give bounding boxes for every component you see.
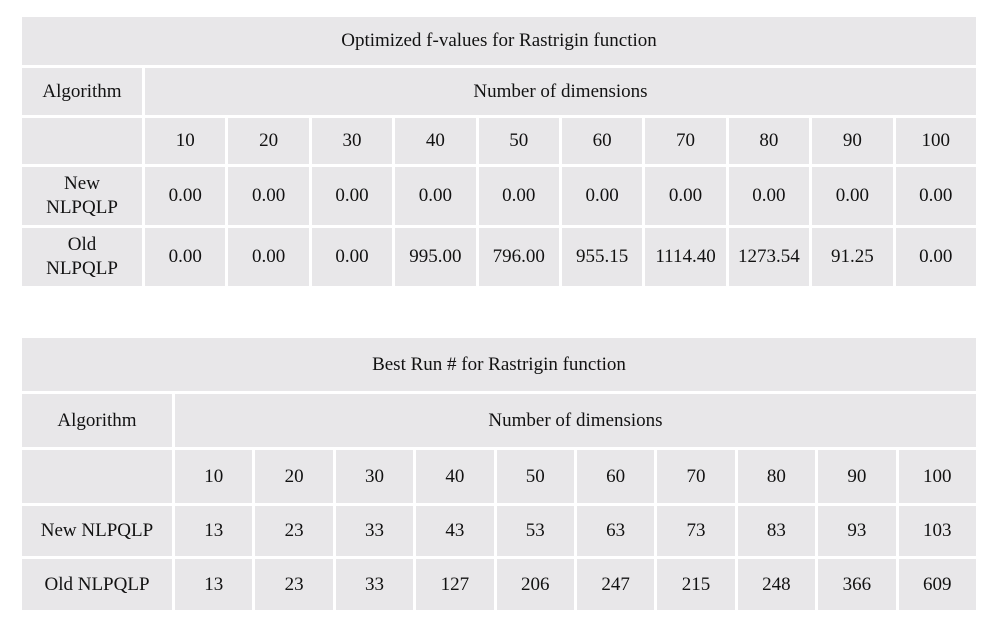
value-cell: 215 xyxy=(657,559,735,610)
dimension-col-header: 10 xyxy=(145,118,226,164)
value-cell: 43 xyxy=(416,506,494,556)
value-cell: 0.00 xyxy=(561,167,643,225)
dimension-col-header: 90 xyxy=(818,450,896,503)
value-cell: 91.25 xyxy=(812,228,893,286)
value-cell: 955.15 xyxy=(561,228,643,286)
dimension-col-header: 40 xyxy=(395,118,476,164)
dimension-col-header: 40 xyxy=(416,450,494,503)
dimension-col-header: 60 xyxy=(576,450,655,503)
dimension-col-header: 80 xyxy=(728,118,810,164)
table-row: Old NLPQLP 0.00 0.00 0.00 995.00 796.00 … xyxy=(22,228,976,286)
value-cell: 93 xyxy=(818,506,896,556)
dimension-col-header: 50 xyxy=(496,450,574,503)
value-cell: 0.00 xyxy=(228,167,309,225)
value-cell: 0.00 xyxy=(145,228,226,286)
table-row: 10 20 30 40 50 60 70 80 90 100 xyxy=(22,450,976,503)
optimized-f-values-table: Optimized f-values for Rastrigin functio… xyxy=(19,14,979,289)
dimension-col-header: 20 xyxy=(255,450,333,503)
value-cell: 0.00 xyxy=(895,167,976,225)
value-cell: 1114.40 xyxy=(645,228,726,286)
dimension-col-header: 70 xyxy=(657,450,735,503)
value-cell: 63 xyxy=(576,506,655,556)
corner-cell xyxy=(22,118,142,164)
algorithm-header: Algorithm xyxy=(22,394,172,447)
dimension-col-header: 90 xyxy=(812,118,893,164)
table-row: New NLPQLP 0.00 0.00 0.00 0.00 0.00 0.00… xyxy=(22,167,976,225)
value-cell: 73 xyxy=(657,506,735,556)
value-cell: 53 xyxy=(496,506,574,556)
table-row: Algorithm Number of dimensions xyxy=(22,394,976,447)
value-cell: 206 xyxy=(496,559,574,610)
row-label: New NLPQLP xyxy=(22,167,142,225)
best-run-table: Best Run # for Rastrigin function Algori… xyxy=(19,335,979,613)
row-label: Old NLPQLP xyxy=(22,559,172,610)
value-cell: 33 xyxy=(335,559,414,610)
table-row: Optimized f-values for Rastrigin functio… xyxy=(22,17,976,65)
dimension-col-header: 60 xyxy=(561,118,643,164)
dimension-col-header: 100 xyxy=(898,450,976,503)
row-label: New NLPQLP xyxy=(22,506,172,556)
value-cell: 0.00 xyxy=(895,228,976,286)
value-cell: 23 xyxy=(255,506,333,556)
value-cell: 0.00 xyxy=(228,228,309,286)
dimension-col-header: 10 xyxy=(175,450,253,503)
value-cell: 13 xyxy=(175,559,253,610)
value-cell: 103 xyxy=(898,506,976,556)
value-cell: 247 xyxy=(576,559,655,610)
algorithm-header: Algorithm xyxy=(22,68,142,115)
value-cell: 995.00 xyxy=(395,228,476,286)
value-cell: 0.00 xyxy=(728,167,810,225)
value-cell: 0.00 xyxy=(311,228,393,286)
table-row: Algorithm Number of dimensions xyxy=(22,68,976,115)
table-row: New NLPQLP 13 23 33 43 53 63 73 83 93 10… xyxy=(22,506,976,556)
value-cell: 127 xyxy=(416,559,494,610)
value-cell: 1273.54 xyxy=(728,228,810,286)
value-cell: 0.00 xyxy=(311,167,393,225)
dimensions-header: Number of dimensions xyxy=(145,68,976,115)
corner-cell xyxy=(22,450,172,503)
table-row: Old NLPQLP 13 23 33 127 206 247 215 248 … xyxy=(22,559,976,610)
row-label: Old NLPQLP xyxy=(22,228,142,286)
dimension-col-header: 50 xyxy=(478,118,559,164)
value-cell: 609 xyxy=(898,559,976,610)
dimension-col-header: 80 xyxy=(737,450,816,503)
value-cell: 0.00 xyxy=(395,167,476,225)
value-cell: 366 xyxy=(818,559,896,610)
dimension-col-header: 100 xyxy=(895,118,976,164)
table-title: Optimized f-values for Rastrigin functio… xyxy=(22,17,976,65)
value-cell: 0.00 xyxy=(812,167,893,225)
table-row: 10 20 30 40 50 60 70 80 90 100 xyxy=(22,118,976,164)
dimensions-header: Number of dimensions xyxy=(175,394,976,447)
value-cell: 796.00 xyxy=(478,228,559,286)
value-cell: 0.00 xyxy=(478,167,559,225)
value-cell: 33 xyxy=(335,506,414,556)
value-cell: 248 xyxy=(737,559,816,610)
table-title: Best Run # for Rastrigin function xyxy=(22,338,976,391)
value-cell: 0.00 xyxy=(145,167,226,225)
dimension-col-header: 70 xyxy=(645,118,726,164)
value-cell: 23 xyxy=(255,559,333,610)
value-cell: 0.00 xyxy=(645,167,726,225)
value-cell: 13 xyxy=(175,506,253,556)
dimension-col-header: 30 xyxy=(335,450,414,503)
value-cell: 83 xyxy=(737,506,816,556)
dimension-col-header: 30 xyxy=(311,118,393,164)
dimension-col-header: 20 xyxy=(228,118,309,164)
table-row: Best Run # for Rastrigin function xyxy=(22,338,976,391)
